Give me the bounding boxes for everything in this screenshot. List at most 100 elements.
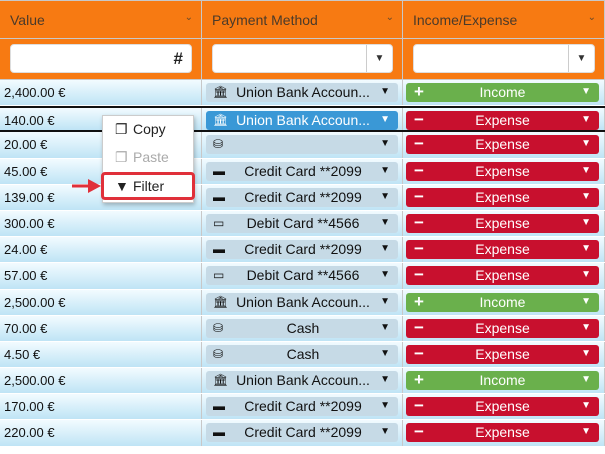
income-expense-select[interactable]: − Expense ▼ — [406, 318, 599, 338]
dropdown-icon[interactable]: ▼ — [581, 216, 591, 228]
income-expense-cell[interactable]: − Expense ▼ — [403, 394, 605, 420]
income-expense-cell[interactable]: − Expense ▼ — [403, 341, 605, 368]
dropdown-icon[interactable]: ▼ — [380, 86, 390, 97]
income-expense-cell[interactable]: − Expense ▼ — [403, 132, 605, 158]
value-cell[interactable]: 170.00 € — [0, 394, 202, 420]
income-expense-select[interactable]: − Expense ▼ — [406, 134, 599, 155]
income-expense-cell[interactable]: − Expense ▼ — [403, 263, 605, 289]
table-row[interactable]: 57.00 € ▭ Debit Card **4566 ▼ − Expense ▼ — [0, 263, 605, 290]
dropdown-icon[interactable]: ▼ — [380, 190, 390, 202]
table-row[interactable]: 70.00 € ⛁ Cash ▼ − Expense ▼ — [0, 315, 605, 342]
dropdown-icon[interactable]: ▼ — [581, 374, 591, 386]
dropdown-icon[interactable]: ▼ — [380, 164, 390, 176]
dropdown-icon[interactable]: ▼ — [380, 138, 390, 150]
payment-method-select[interactable]: 🏛 Union Bank Accoun... ▼ — [206, 83, 398, 102]
income-expense-cell[interactable]: + Income ▼ — [403, 368, 605, 394]
value-cell[interactable]: 70.00 € — [0, 315, 202, 341]
dropdown-icon[interactable]: ▼ — [380, 216, 390, 228]
payment-method-select[interactable]: ▭ Debit Card **4566 ▼ — [206, 213, 398, 233]
income-expense-select[interactable]: + Income ▼ — [406, 292, 599, 312]
chevron-down-icon[interactable]: ⌄ — [184, 12, 193, 23]
value-cell[interactable]: 24.00 € — [0, 237, 202, 263]
payment-method-select[interactable]: ▭ Debit Card **4566 ▼ — [206, 266, 398, 286]
income-expense-cell[interactable]: − Expense ▼ — [403, 210, 605, 237]
payment-method-cell[interactable]: 🏛 Union Bank Accoun... ▼ — [202, 108, 403, 131]
chevron-down-icon[interactable]: ⌄ — [587, 12, 596, 23]
income-expense-select[interactable]: − Expense ▼ — [406, 110, 599, 131]
dropdown-icon[interactable]: ▼ — [380, 400, 390, 412]
payment-method-cell[interactable]: 🏛 Union Bank Accoun... ▼ — [202, 80, 403, 106]
table-row[interactable]: 170.00 € ▬ Credit Card **2099 ▼ − Expense ▼ — [0, 394, 605, 421]
dropdown-icon[interactable]: ▼ — [380, 243, 390, 255]
menu-item-filter[interactable]: ▼ Filter — [101, 172, 195, 200]
income-expense-filter-select[interactable]: ▼ — [413, 44, 595, 73]
payment-method-cell[interactable]: ⛁ Cash ▼ — [202, 315, 403, 341]
payment-method-cell[interactable]: ▭ Debit Card **4566 ▼ — [202, 210, 403, 237]
value-filter-input[interactable]: # — [10, 44, 192, 73]
dropdown-icon[interactable]: ▼ — [380, 269, 390, 281]
payment-method-cell[interactable]: ⛁ Cash ▼ — [202, 341, 403, 368]
table-row[interactable]: 140.00 € 🏛 Union Bank Accoun... ▼ − Expense… — [0, 106, 605, 133]
income-expense-cell[interactable]: − Expense ▼ — [403, 420, 605, 446]
value-cell[interactable]: 2,400.00 € — [0, 80, 202, 106]
payment-method-cell[interactable]: 🏛 Union Bank Accoun... ▼ — [202, 289, 403, 315]
payment-method-cell[interactable]: ⛁ ▼ — [202, 132, 403, 158]
dropdown-icon[interactable]: ▼ — [581, 164, 591, 176]
income-expense-select[interactable]: − Expense ▼ — [406, 213, 599, 233]
payment-method-select[interactable]: ▬ Credit Card **2099 ▼ — [206, 187, 398, 207]
payment-method-select[interactable]: ▬ Credit Card **2099 ▼ — [206, 423, 398, 443]
payment-method-select[interactable]: ⛁ Cash ▼ — [206, 344, 398, 364]
payment-method-select[interactable]: ⛁ ▼ — [206, 135, 398, 155]
value-cell[interactable]: 4.50 € — [0, 341, 202, 368]
payment-method-cell[interactable]: ▬ Credit Card **2099 ▼ — [202, 184, 403, 210]
income-expense-cell[interactable]: − Expense ▼ — [403, 108, 605, 131]
payment-method-cell[interactable]: ▬ Credit Card **2099 ▼ — [202, 237, 403, 263]
payment-method-filter-select[interactable]: ▼ — [212, 44, 393, 73]
value-cell[interactable]: 2,500.00 € — [0, 368, 202, 394]
dropdown-icon[interactable]: ▼ — [380, 426, 390, 438]
table-row[interactable]: 45.00 € ▬ Credit Card **2099 ▼ − Expense ▼ — [0, 158, 605, 185]
dropdown-icon[interactable]: ▼ — [380, 114, 390, 126]
chevron-down-icon[interactable]: ⌄ — [385, 12, 394, 23]
income-expense-cell[interactable]: + Income ▼ — [403, 289, 605, 315]
dropdown-icon[interactable]: ▼ — [568, 45, 594, 72]
value-cell[interactable]: 300.00 € — [0, 210, 202, 237]
value-cell[interactable]: 57.00 € — [0, 263, 202, 289]
payment-method-select[interactable]: 🏛 Union Bank Accoun... ▼ — [206, 292, 398, 312]
dropdown-icon[interactable]: ▼ — [581, 269, 591, 281]
income-expense-cell[interactable]: − Expense ▼ — [403, 237, 605, 263]
menu-item-copy[interactable]: ❐ Copy — [115, 121, 166, 137]
dropdown-icon[interactable]: ▼ — [581, 243, 591, 255]
dropdown-icon[interactable]: ▼ — [581, 347, 591, 359]
dropdown-icon[interactable]: ▼ — [581, 114, 591, 126]
dropdown-icon[interactable]: ▼ — [581, 190, 591, 202]
income-expense-cell[interactable]: − Expense ▼ — [403, 315, 605, 341]
dropdown-icon[interactable]: ▼ — [581, 426, 591, 438]
payment-method-select[interactable]: ⛁ Cash ▼ — [206, 318, 398, 338]
dropdown-icon[interactable]: ▼ — [380, 347, 390, 359]
dropdown-icon[interactable]: ▼ — [581, 400, 591, 412]
table-row[interactable]: 4.50 € ⛁ Cash ▼ − Expense ▼ — [0, 341, 605, 369]
income-expense-cell[interactable]: − Expense ▼ — [403, 184, 605, 210]
column-header-payment-method[interactable]: Payment Method ⌄ — [202, 1, 403, 38]
dropdown-icon[interactable]: ▼ — [380, 321, 390, 333]
table-row[interactable]: 139.00 € ▬ Credit Card **2099 ▼ − Expense ▼ — [0, 184, 605, 211]
payment-method-cell[interactable]: ▬ Credit Card **2099 ▼ — [202, 158, 403, 184]
payment-method-cell[interactable]: ▭ Debit Card **4566 ▼ — [202, 263, 403, 289]
table-row[interactable]: 2,400.00 € 🏛 Union Bank Accoun... ▼ + Incom… — [0, 80, 605, 107]
menu-item-paste[interactable]: ❐ Paste — [115, 149, 169, 165]
dropdown-icon[interactable]: ▼ — [380, 374, 390, 386]
dropdown-icon[interactable]: ▼ — [581, 138, 591, 150]
payment-method-select[interactable]: ▬ Credit Card **2099 ▼ — [206, 161, 398, 181]
income-expense-select[interactable]: + Income ▼ — [406, 82, 599, 102]
income-expense-select[interactable]: − Expense ▼ — [406, 187, 599, 207]
income-expense-select[interactable]: − Expense ▼ — [406, 422, 599, 443]
dropdown-icon[interactable]: ▼ — [581, 295, 591, 307]
income-expense-select[interactable]: − Expense ▼ — [406, 396, 599, 417]
table-row[interactable]: 220.00 € ▬ Credit Card **2099 ▼ − Expense ▼ — [0, 420, 605, 447]
value-cell[interactable]: 2,500.00 € — [0, 289, 202, 315]
value-cell[interactable]: 220.00 € — [0, 420, 202, 446]
table-row[interactable]: 300.00 € ▭ Debit Card **4566 ▼ − Expense ▼ — [0, 210, 605, 238]
dropdown-icon[interactable]: ▼ — [366, 45, 392, 72]
column-header-income-expense[interactable]: Income/Expense ⌄ — [403, 1, 605, 38]
